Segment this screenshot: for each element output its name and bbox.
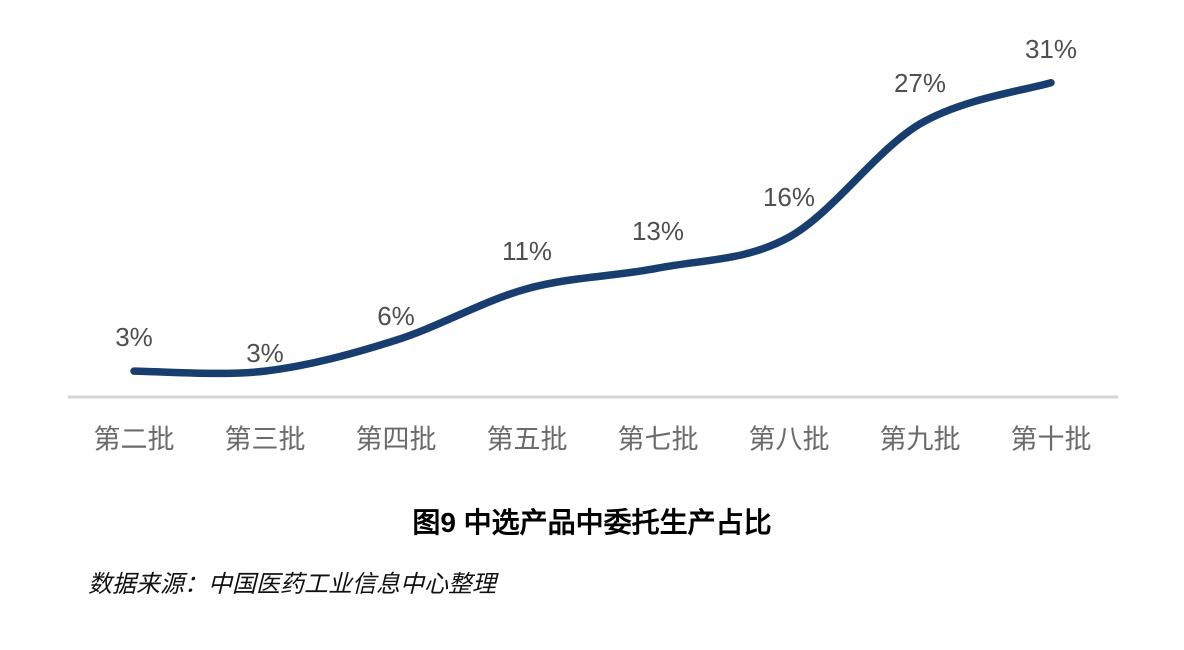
x-axis-label: 第四批: [355, 424, 437, 455]
data-label: 16%: [762, 182, 816, 213]
x-axis-label: 第二批: [93, 424, 175, 455]
x-axis-label: 第七批: [617, 424, 699, 455]
data-label: 3%: [246, 338, 284, 369]
x-axis-label: 第五批: [486, 424, 568, 455]
x-axis-label: 第八批: [748, 424, 830, 455]
data-label: 11%: [501, 235, 553, 266]
trend-line: [130, 78, 1055, 378]
x-axis-label: 第九批: [879, 424, 961, 455]
x-axis-label: 第三批: [224, 424, 306, 455]
data-label: 6%: [377, 301, 415, 332]
data-label: 27%: [893, 67, 947, 98]
data-label: 3%: [115, 322, 153, 353]
x-axis-label: 第十批: [1010, 424, 1092, 455]
data-label: 31%: [1024, 33, 1078, 64]
data-label: 13%: [631, 216, 685, 247]
chart-caption: 图9 中选产品中委托生产占比: [412, 507, 772, 538]
data-source-note: 数据来源：中国医药工业信息中心整理: [88, 571, 496, 598]
